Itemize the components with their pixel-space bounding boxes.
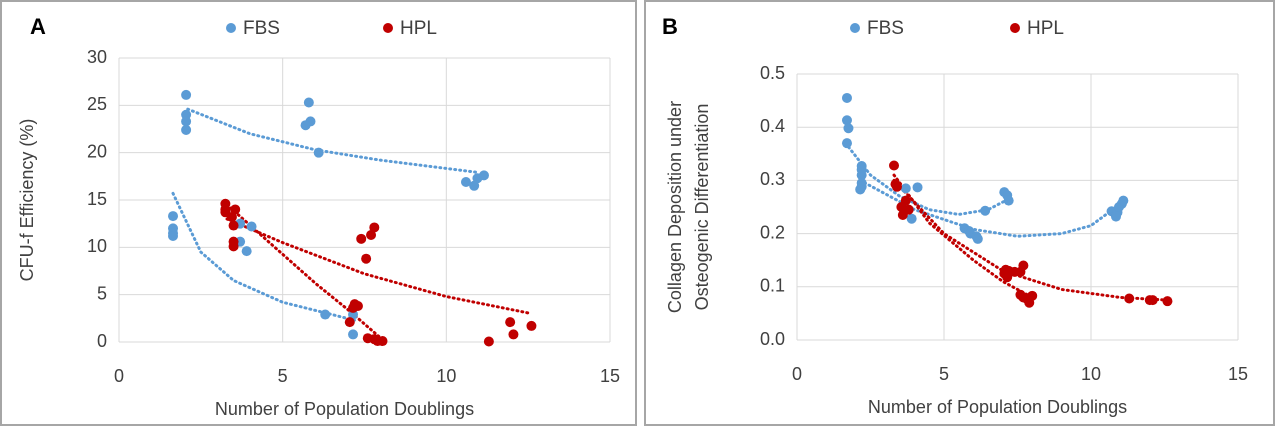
y-tick-label: 15 [87,189,107,209]
data-point [841,92,852,103]
y-tick-label: 0.1 [760,276,785,296]
x-tick-label: 10 [1081,364,1101,384]
data-point [526,320,537,331]
data-point [1124,293,1135,304]
trendline [186,107,481,175]
data-point [1162,296,1173,307]
y-axis-label: Osteogenic Differentiation [692,104,712,311]
x-tick-label: 10 [436,366,456,386]
panel-a-border [0,0,637,426]
y-axis-label: Collagen Deposition under [665,101,685,313]
trendline [171,191,357,322]
data-point [903,204,914,215]
y-tick-label: 20 [87,141,107,161]
trendline [892,173,1034,299]
data-point [505,317,516,328]
data-point [889,160,900,171]
y-tick-label: 5 [97,283,107,303]
y-tick-label: 0.5 [760,63,785,83]
data-point [230,204,241,215]
data-point [1027,290,1038,301]
data-point [469,180,480,191]
x-axis-label: Number of Population Doublings [215,399,474,419]
data-point [168,230,179,241]
x-tick-label: 15 [600,366,620,386]
panel-letter: B [662,14,678,39]
data-point [320,309,331,320]
data-point [356,233,367,244]
data-point [900,183,911,194]
y-tick-label: 0.4 [760,116,785,136]
panel-letter: A [30,14,46,39]
data-point [1110,211,1121,222]
data-point [303,97,314,108]
data-point [348,329,359,340]
data-point [352,301,363,312]
x-tick-label: 15 [1228,364,1248,384]
data-point [1003,195,1014,206]
data-point [369,222,380,233]
data-point [906,213,917,224]
y-tick-label: 0.0 [760,329,785,349]
data-point [181,89,192,100]
trendline [225,217,533,316]
data-point [483,336,494,347]
y-tick-label: 0 [97,331,107,351]
data-point [366,230,377,241]
y-tick-label: 30 [87,47,107,67]
data-point [856,170,867,181]
y-tick-label: 10 [87,236,107,256]
y-tick-label: 0.2 [760,222,785,242]
data-point [1147,295,1158,306]
data-point [980,205,991,216]
data-point [361,253,372,264]
data-point [900,195,911,206]
legend-label: HPL [400,18,437,39]
data-point [891,181,902,192]
x-tick-label: 0 [114,366,124,386]
data-point [1118,195,1129,206]
y-tick-label: 0.3 [760,169,785,189]
data-point [912,182,923,193]
data-point [228,241,239,252]
data-point [313,147,324,158]
legend-label: FBS [867,18,904,39]
y-axis-label: CFU-f Efficiency (%) [17,119,37,282]
trendline [844,141,1011,216]
data-point [1018,260,1029,271]
legend-marker [226,23,236,33]
data-point [460,177,471,188]
data-point [344,317,355,328]
data-point [226,212,237,223]
trendline [858,178,1125,238]
data-point [855,184,866,195]
legend-marker [383,23,393,33]
legend-label: FBS [243,18,280,39]
legend-marker [850,23,860,33]
data-point [377,336,388,347]
data-point [841,115,852,126]
data-point [228,220,239,231]
data-point [168,211,179,222]
data-point [241,246,252,257]
data-point [181,116,192,127]
data-point [843,123,854,134]
data-point [478,170,489,181]
x-axis-label: Number of Population Doublings [868,397,1127,417]
legend-marker [1010,23,1020,33]
data-point [972,233,983,244]
x-tick-label: 5 [278,366,288,386]
x-tick-label: 5 [939,364,949,384]
y-tick-label: 25 [87,94,107,114]
panel-b-border [644,0,1275,426]
data-point [300,120,311,131]
data-point [181,124,192,135]
data-point [246,221,257,232]
x-tick-label: 0 [792,364,802,384]
data-point [508,329,519,340]
legend-label: HPL [1027,18,1064,39]
data-point [841,138,852,149]
